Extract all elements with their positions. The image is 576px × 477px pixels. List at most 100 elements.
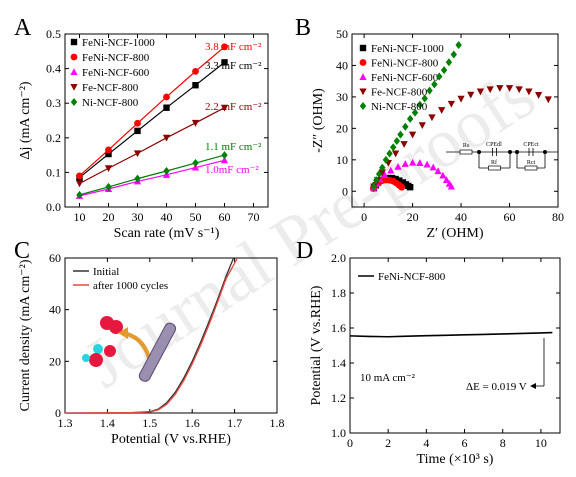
data-point <box>416 100 424 109</box>
data-point <box>192 82 199 89</box>
x-tick-label: 1.8 <box>270 416 285 430</box>
data-point <box>134 127 141 135</box>
legend-label: FeNi-NCF-1000 <box>82 37 155 49</box>
y-tick-label: 1.0 <box>331 426 346 440</box>
y-tick-label: 0 <box>342 184 348 198</box>
data-point <box>76 190 83 199</box>
data-point <box>105 150 112 158</box>
delta-e-annotation: ΔE = 0.019 V <box>466 381 527 393</box>
plot-frame <box>351 33 559 208</box>
data-point <box>382 155 390 164</box>
data-point <box>370 182 378 191</box>
data-point <box>220 104 229 112</box>
circuit-label: Rf <box>491 159 497 166</box>
molecule-atom <box>82 354 90 362</box>
reaction-arrow-head <box>118 327 128 339</box>
data-point <box>400 141 408 148</box>
data-point <box>378 169 386 177</box>
panel-C: 1.3 1.4 1.5 1.6 1.7 1.8 0 20 40 60 Potential (V vs… <box>14 238 285 447</box>
x-axis-label: Scan rate (mV s⁻¹) <box>114 226 220 241</box>
data-point <box>75 180 84 188</box>
data-point <box>379 163 386 172</box>
legend-marker <box>70 98 78 106</box>
data-point <box>428 114 436 122</box>
current-density-annotation: 10 mA cm⁻² <box>360 372 416 384</box>
y-tick-label: 20 <box>336 121 348 135</box>
y-tick-label: 0.4 <box>46 62 61 76</box>
equivalent-circuit: Rs CPEdl Rf CPEct Rct <box>446 142 558 171</box>
x-tick-label: 4 <box>423 436 429 450</box>
data-point <box>450 50 457 59</box>
x-tick-label: 1.7 <box>227 416 242 430</box>
data-point <box>163 167 170 176</box>
data-point <box>408 131 417 139</box>
data-point <box>515 86 523 94</box>
y-tick-label: 0.3 <box>46 96 61 110</box>
panel-letter: A <box>14 15 32 41</box>
data-point <box>535 92 543 99</box>
panel-D: 0 2 4 6 8 10 1.0 1.2 1.4 1.6 1.8 2.0 Time (×10³ s) Po… <box>296 238 561 467</box>
data-point <box>221 151 228 160</box>
data-point <box>192 159 199 168</box>
data-point <box>411 108 419 117</box>
series-line <box>79 154 225 196</box>
data-point <box>397 130 404 139</box>
data-point <box>76 172 83 180</box>
data-point <box>192 67 199 75</box>
data-point <box>406 114 414 123</box>
data-point <box>418 122 426 130</box>
circuit-label: CPEct <box>523 142 539 148</box>
data-point <box>163 104 170 111</box>
circuit-label: Rct <box>527 160 536 166</box>
legend-label: FeNi-NCF-600 <box>371 72 439 84</box>
data-point <box>436 72 443 81</box>
y-tick-label: 20 <box>49 354 61 368</box>
data-point <box>438 107 446 114</box>
y-tick-label: 40 <box>336 58 348 72</box>
y-tick-label: 0.1 <box>46 165 61 179</box>
x-axis-label: Z′ (OHM) <box>426 226 483 241</box>
series-line <box>349 331 553 338</box>
data-point <box>544 96 552 104</box>
data-point <box>447 182 455 190</box>
data-point <box>105 146 112 154</box>
data-point <box>394 162 402 170</box>
series-line <box>79 46 225 177</box>
legend-marker <box>359 44 367 52</box>
legend-marker <box>70 68 78 75</box>
x-tick-label: 10 <box>74 210 86 224</box>
capacitance-annotation: 2.2 mF cm⁻² <box>205 101 262 113</box>
data-point <box>373 176 380 185</box>
legend-label: Ni-NCF-800 <box>82 97 139 109</box>
x-tick-label: 20 <box>103 210 115 224</box>
data-point <box>447 100 455 108</box>
data-point <box>398 183 406 191</box>
data-point <box>455 41 462 50</box>
y-tick-label: 1.2 <box>331 391 346 405</box>
plot-frame <box>349 257 561 434</box>
x-tick-label: 0 <box>361 210 367 224</box>
data-point <box>408 158 417 166</box>
y-axis-label: Current density (mA cm⁻²) <box>18 259 33 411</box>
data-point <box>163 93 170 101</box>
data-point <box>191 119 200 127</box>
x-tick-label: 70 <box>248 210 260 224</box>
data-point <box>439 171 447 179</box>
y-axis-label: Potential (V vs.RHE) <box>309 285 324 405</box>
y-tick-label: 1.6 <box>331 321 346 335</box>
resistor <box>488 165 501 171</box>
y-tick-label: 10 <box>336 153 348 167</box>
data-point <box>434 167 442 175</box>
data-point <box>442 176 451 183</box>
molecule-atom <box>104 345 116 357</box>
legend-label: Fe-NCF-800 <box>82 82 139 94</box>
series-line <box>79 61 225 179</box>
legend-marker <box>70 38 78 46</box>
x-axis-label: Potential (V vs.RHE) <box>111 432 231 447</box>
x-tick-label: 1.6 <box>185 416 200 430</box>
data-point <box>105 182 112 191</box>
legend-label: FeNi-NCF-800 <box>371 58 439 70</box>
panel-letter: B <box>295 15 311 41</box>
y-tick-label: 2.0 <box>331 251 346 265</box>
